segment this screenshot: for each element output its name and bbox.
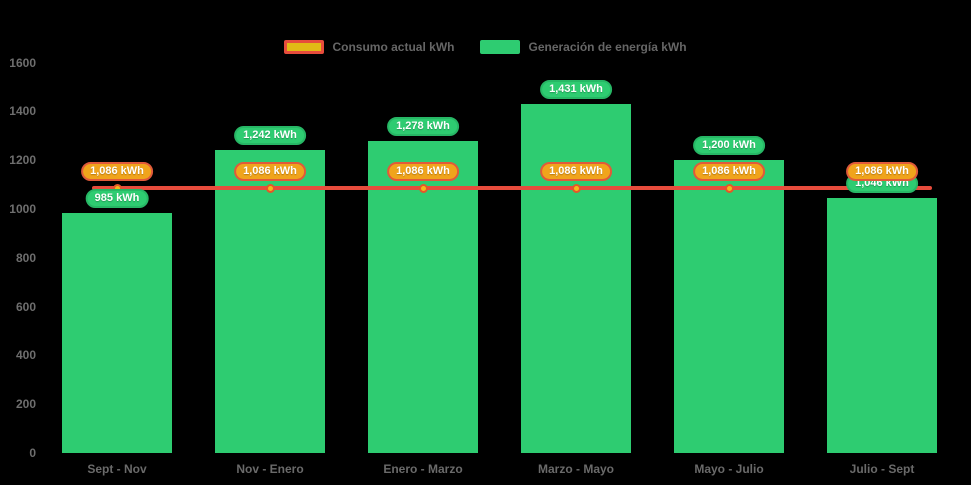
generation-value-badge: 1,278 kWh [387, 117, 459, 137]
x-axis-category-label: Marzo - Mayo [537, 462, 614, 476]
generation-bar[interactable] [674, 160, 784, 453]
generation-bar[interactable] [215, 149, 325, 453]
consumption-legend-swatch-icon [284, 40, 325, 54]
x-axis-category-label: Enero - Marzo [383, 462, 463, 476]
legend-label-consumption: Consumo actual kWh [332, 40, 455, 54]
consumption-marker-icon[interactable] [571, 183, 581, 193]
generation-value-badge: 1,200 kWh [693, 136, 765, 156]
consumption-value-badge: 1,086 kWh [81, 162, 153, 182]
consumption-value-badge: 1,086 kWh [846, 162, 918, 182]
consumption-marker-icon[interactable] [724, 183, 734, 193]
x-axis-category-label: Nov - Enero [236, 462, 304, 476]
consumption-value-badge: 1,086 kWh [693, 162, 765, 182]
legend-label-generation: Generación de energía kWh [528, 40, 687, 54]
legend-item-generation[interactable]: Generación de energía kWh [480, 40, 687, 54]
y-axis-tick-label: 1600 [9, 55, 36, 70]
y-axis-tick-label: 1000 [9, 202, 36, 216]
consumption-value-badge: 1,086 kWh [387, 162, 459, 182]
generation-bar[interactable] [368, 141, 478, 453]
x-axis-category-label: Julio - Sept [849, 462, 915, 476]
generation-value-badge: 985 kWh [85, 188, 149, 208]
generation-bar[interactable] [521, 103, 631, 453]
generation-bar[interactable] [62, 212, 172, 453]
generation-legend-swatch-icon [480, 40, 521, 54]
y-axis-tick-label: 200 [15, 397, 36, 412]
consumption-marker-icon[interactable] [418, 183, 428, 193]
consumption-value-badge: 1,086 kWh [540, 162, 612, 182]
generation-value-badge: 1,242 kWh [234, 125, 306, 145]
y-axis-tick-label: 600 [15, 299, 36, 314]
y-axis-tick-label: 1200 [9, 153, 36, 168]
consumption-line [92, 186, 932, 191]
y-axis-tick-label: 800 [15, 250, 36, 265]
x-axis-category-label: Mayo - Julio [694, 462, 764, 476]
consumption-marker-icon[interactable] [265, 183, 275, 193]
consumption-value-badge: 1,086 kWh [234, 162, 306, 182]
x-axis-category-label: Sept - Nov [87, 462, 147, 476]
legend-item-consumption[interactable]: Consumo actual kWh [284, 40, 454, 54]
chart-legend: Consumo actual kWh Generación de energía… [0, 40, 971, 54]
generation-bar[interactable] [827, 197, 937, 453]
generation-value-badge: 1,431 kWh [540, 79, 612, 99]
y-axis-tick-label: 400 [15, 348, 36, 363]
y-axis-tick-label: 1400 [9, 104, 36, 119]
y-axis-tick-label: 0 [29, 446, 36, 460]
